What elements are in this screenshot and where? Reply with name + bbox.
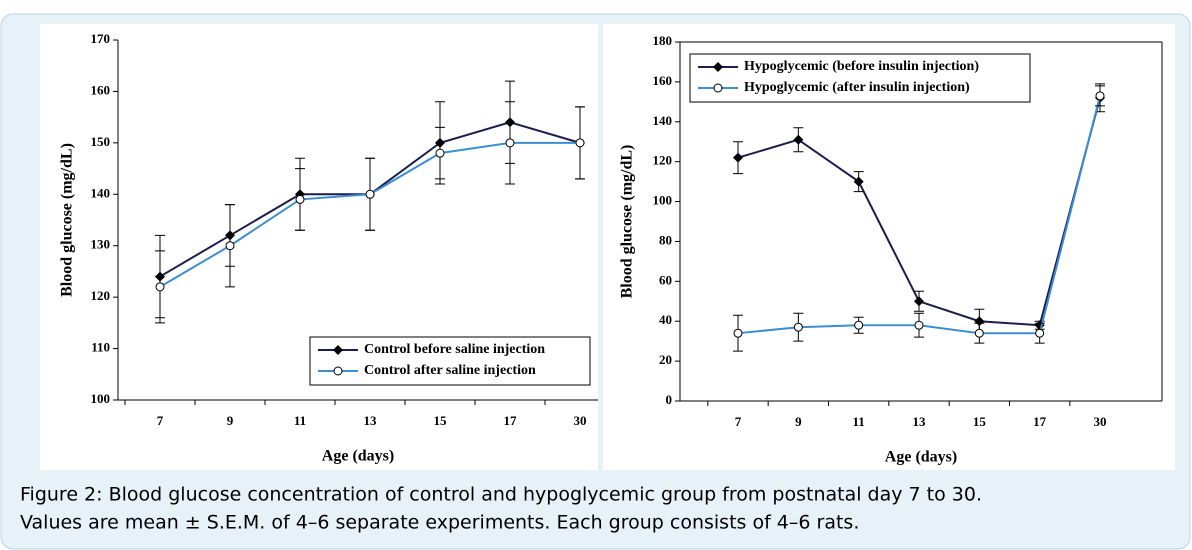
marker [793,134,804,145]
legend-marker [713,62,723,72]
x-axis-label: Age (days) [322,448,394,465]
y-tick-label: 130 [91,237,111,252]
y-tick-label: 160 [653,73,673,88]
marker [225,241,235,251]
y-tick-label: 160 [91,82,111,97]
legend-label: Control after saline injection [364,363,536,378]
y-tick-label: 140 [653,113,673,128]
x-tick-label: 17 [1033,414,1047,429]
x-tick-label: 13 [913,414,927,429]
caption-line: Figure 2: Blood glucose concentration of… [20,484,982,506]
marker [1035,328,1045,338]
marker [575,138,585,148]
x-tick-label: 11 [853,414,865,429]
y-tick-label: 40 [659,312,672,327]
y-tick-label: 100 [653,193,673,208]
marker [295,194,305,204]
legend-marker [333,345,343,355]
legend-label: Control before saline injection [364,342,545,357]
x-tick-label: 15 [434,413,448,428]
x-tick-label: 9 [227,413,234,428]
x-tick-label: 30 [574,413,587,428]
marker [793,322,803,332]
panel-left [40,24,598,470]
legend-marker [333,366,343,376]
y-axis-label: Blood glucose (mg/dL) [619,145,636,299]
marker [854,320,864,330]
caption-line: Values are mean ± S.E.M. of 4–6 separate… [20,512,859,534]
y-axis-label: Blood glucose (mg/dL) [59,143,76,297]
marker [365,189,375,199]
marker [505,138,515,148]
legend-box [309,336,591,386]
x-tick-label: 7 [735,414,742,429]
y-tick-label: 0 [666,392,673,407]
marker [1095,91,1105,101]
marker [155,282,165,292]
marker [733,328,743,338]
legend-label: Hypoglycemic (before insulin injection) [744,59,979,74]
marker [974,328,984,338]
marker [914,320,924,330]
y-tick-label: 110 [91,340,110,355]
x-tick-label: 9 [795,414,802,429]
x-tick-label: 17 [504,413,518,428]
x-tick-label: 7 [157,413,164,428]
y-tick-label: 20 [659,352,672,367]
y-tick-label: 120 [653,153,673,168]
y-tick-label: 150 [91,134,111,149]
y-tick-label: 80 [659,232,672,247]
marker [435,148,445,158]
y-tick-label: 140 [91,185,111,200]
x-tick-label: 30 [1094,414,1107,429]
marker [733,152,743,163]
y-tick-label: 60 [659,272,672,287]
y-tick-label: 120 [91,288,111,303]
legend-label: Hypoglycemic (after insulin injection) [744,80,970,95]
x-tick-label: 13 [364,413,378,428]
legend-box [689,53,1031,103]
marker [914,296,924,307]
legend-marker [713,83,723,93]
x-tick-label: 11 [294,413,306,428]
y-tick-label: 180 [653,33,673,48]
y-tick-label: 100 [91,391,111,406]
x-tick-label: 15 [973,414,987,429]
x-axis-label: Age (days) [885,449,957,466]
y-tick-label: 170 [91,31,111,46]
marker [974,316,985,327]
marker [853,176,864,187]
